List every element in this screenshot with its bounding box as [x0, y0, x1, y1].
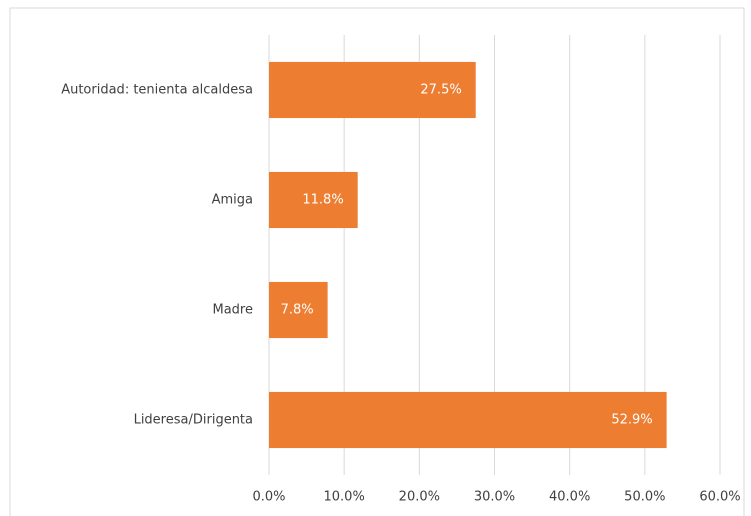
chart-frame [9, 7, 745, 516]
x-tick-label: 30.0% [474, 490, 515, 505]
value-label: 52.9% [611, 413, 652, 428]
value-label: 7.8% [281, 303, 314, 318]
x-tick-label: 10.0% [324, 490, 365, 505]
y-tick-label: Madre [213, 303, 254, 318]
y-tick-label: Amiga [212, 193, 253, 208]
value-label: 27.5% [420, 83, 461, 98]
y-tick-label: Lideresa/Dirigenta [134, 413, 253, 428]
x-tick-label: 20.0% [399, 490, 440, 505]
x-tick-label: 60.0% [699, 490, 740, 505]
value-label: 11.8% [302, 193, 343, 208]
y-tick-label: Autoridad: tenienta alcaldesa [61, 83, 253, 98]
bar [269, 391, 667, 449]
bar [269, 281, 328, 339]
x-tick-label: 0.0% [252, 490, 285, 505]
x-tick-label: 40.0% [549, 490, 590, 505]
bar [269, 61, 476, 119]
bar [269, 171, 358, 229]
x-tick-label: 50.0% [624, 490, 665, 505]
